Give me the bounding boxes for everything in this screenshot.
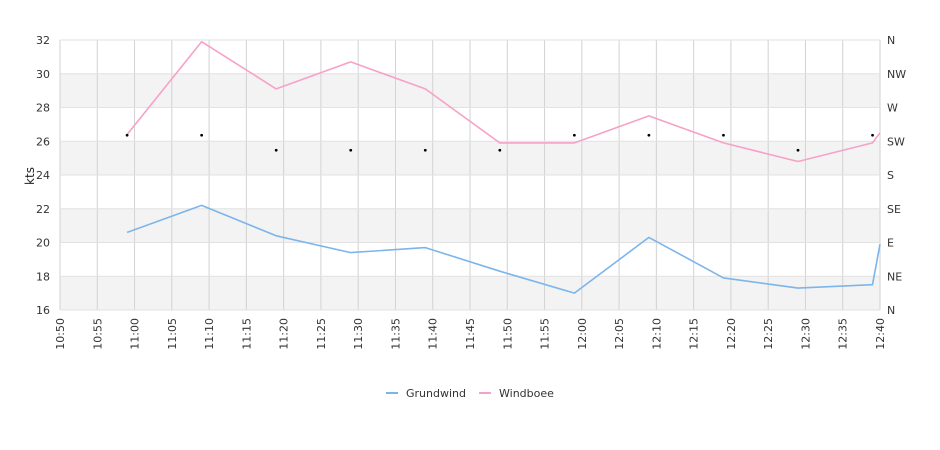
direction-marker — [498, 148, 502, 152]
series-line-grundwind — [126, 204, 881, 294]
x-tick-label: 12:00 — [576, 318, 589, 350]
x-tick-label: 12:40 — [874, 318, 887, 350]
y-tick-label: 28 — [36, 102, 50, 115]
x-tick-label: 11:20 — [278, 318, 291, 350]
direction-tick-label: SE — [887, 203, 901, 216]
x-tick-label: 12:10 — [650, 318, 663, 350]
y-tick-label: 26 — [36, 135, 50, 148]
direction-markers — [125, 133, 874, 152]
direction-marker — [423, 148, 427, 152]
y-tick-label: 16 — [36, 304, 50, 317]
y-tick-label: 30 — [36, 68, 50, 81]
x-tick-label: 11:25 — [315, 318, 328, 350]
direction-tick-label: NW — [887, 68, 906, 81]
horizontal-gridlines — [60, 39, 880, 311]
direction-marker — [274, 148, 278, 152]
y-tick-label: 18 — [36, 270, 50, 283]
x-tick-label: 11:35 — [389, 318, 402, 350]
direction-marker — [125, 133, 129, 137]
x-tick-label: 12:25 — [762, 318, 775, 350]
direction-marker — [349, 148, 353, 152]
direction-tick-label: NE — [887, 270, 902, 283]
direction-axis-ticks: N NE E SE S SW W NW N — [887, 34, 906, 317]
y-axis-ticks: 16 18 20 22 24 26 28 30 32 — [36, 34, 50, 317]
x-tick-label: 11:05 — [166, 318, 179, 350]
x-tick-label: 12:20 — [725, 318, 738, 350]
direction-tick-label: E — [887, 237, 894, 250]
x-tick-label: 12:35 — [837, 318, 850, 350]
series-lines — [126, 40, 881, 294]
y-axis-title: kts — [23, 167, 37, 185]
x-tick-label: 12:15 — [688, 318, 701, 350]
x-tick-label: 10:50 — [54, 318, 67, 350]
direction-tick-label: N — [887, 34, 895, 47]
direction-tick-label: S — [887, 169, 894, 182]
y-tick-label: 32 — [36, 34, 50, 47]
legend: Grundwind Windboee — [386, 387, 554, 400]
direction-tick-label: SW — [887, 135, 905, 148]
direction-tick-label: W — [887, 102, 898, 115]
y-tick-label: 20 — [36, 237, 50, 250]
x-tick-label: 12:05 — [613, 318, 626, 350]
series-line-windboee — [126, 40, 881, 163]
direction-marker — [796, 148, 800, 152]
direction-marker — [722, 133, 725, 137]
x-tick-label: 11:55 — [539, 318, 552, 350]
x-tick-label: 11:40 — [427, 318, 440, 350]
x-tick-label: 11:30 — [352, 318, 365, 350]
x-tick-label: 10:55 — [91, 318, 104, 350]
y-tick-label: 22 — [36, 203, 50, 216]
direction-marker — [200, 133, 204, 137]
legend-label: Windboee — [499, 387, 554, 400]
x-tick-label: 11:00 — [129, 318, 142, 350]
x-tick-label: 12:30 — [799, 318, 812, 350]
x-tick-label: 11:45 — [464, 318, 477, 350]
x-axis-ticks: 10:50 10:55 11:00 11:05 11:10 11:15 11:20 11:25… — [54, 318, 887, 350]
direction-marker — [871, 133, 874, 137]
x-tick-label: 11:10 — [203, 318, 216, 350]
x-tick-label: 11:50 — [501, 318, 514, 350]
direction-tick-label: N — [887, 304, 895, 317]
x-tick-label: 11:15 — [240, 318, 253, 350]
direction-marker — [572, 133, 576, 137]
y-tick-label: 24 — [36, 169, 50, 182]
legend-label: Grundwind — [406, 387, 466, 400]
direction-marker — [647, 133, 651, 137]
